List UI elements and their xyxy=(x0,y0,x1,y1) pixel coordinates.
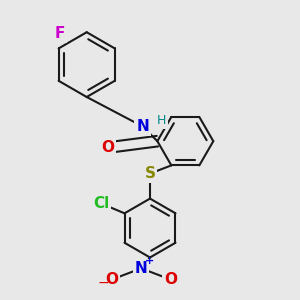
Text: F: F xyxy=(55,26,65,41)
Text: O: O xyxy=(101,140,114,155)
Text: N: N xyxy=(136,119,149,134)
Text: Cl: Cl xyxy=(93,196,110,211)
Text: −: − xyxy=(98,275,109,290)
Text: O: O xyxy=(105,272,118,287)
Text: O: O xyxy=(164,272,177,287)
Text: S: S xyxy=(145,166,155,181)
Text: +: + xyxy=(146,256,154,266)
Text: N: N xyxy=(135,261,148,276)
Text: H: H xyxy=(157,114,167,127)
